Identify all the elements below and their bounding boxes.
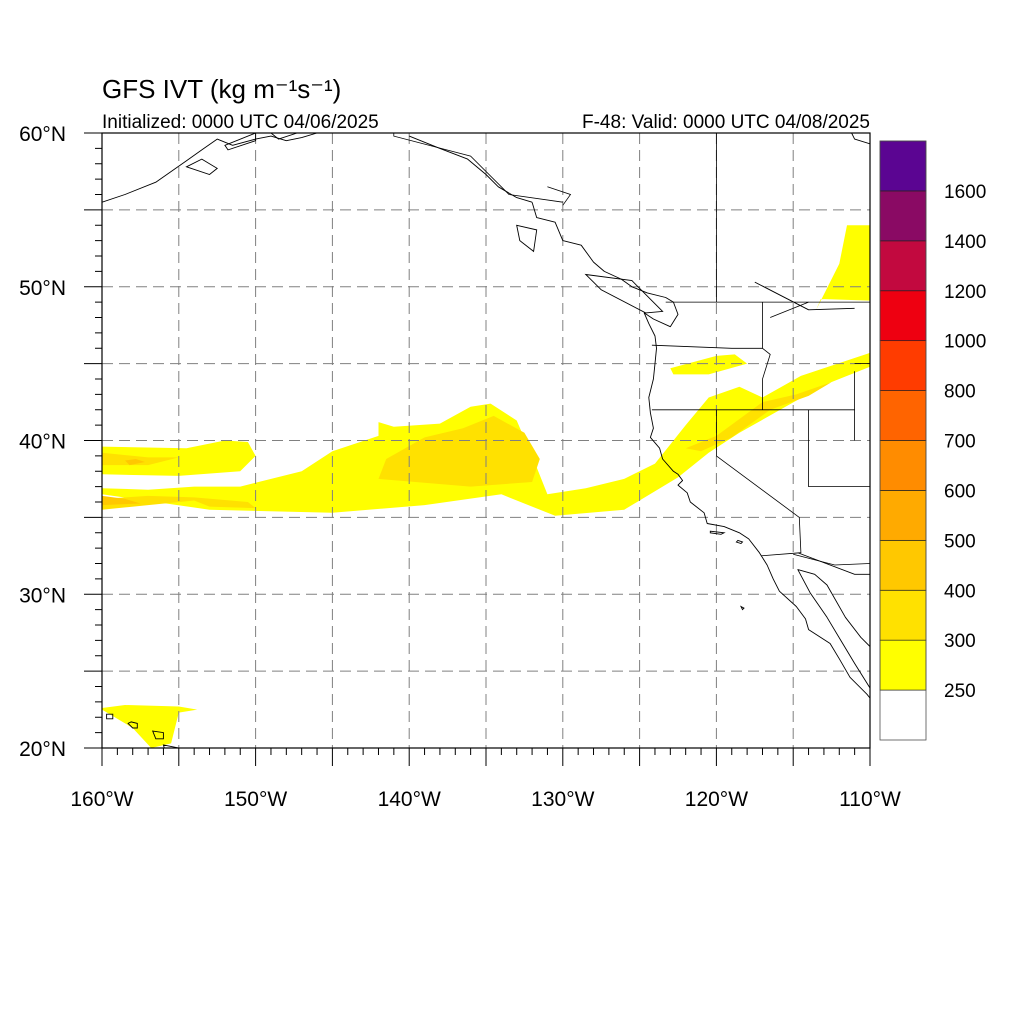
lat-label: 30°N <box>19 584 66 607</box>
island <box>584 273 664 314</box>
island <box>162 744 180 748</box>
map-title: GFS IVT (kg m⁻¹s⁻¹) <box>102 74 341 104</box>
colorbar-label: 400 <box>944 581 976 602</box>
border-line <box>770 301 809 318</box>
colorbar-label: 250 <box>944 681 976 702</box>
island <box>106 713 114 720</box>
ivt-region-250 <box>670 354 748 375</box>
ivt-region-300 <box>102 495 256 510</box>
ivt-region-300 <box>685 382 832 452</box>
ivt-region-400 <box>125 459 145 466</box>
island <box>151 730 164 740</box>
lat-label: 60°N <box>19 123 66 146</box>
island <box>739 605 745 611</box>
coastlines <box>102 133 870 748</box>
colorbar-box <box>879 140 927 192</box>
lon-label: 140°W <box>378 788 441 811</box>
colorbar-label: 700 <box>944 432 976 453</box>
colorbar-box <box>879 440 927 491</box>
border-line <box>808 409 870 488</box>
plot-area <box>102 133 870 748</box>
initialized-label: Initialized: 0000 UTC 04/06/2025 <box>102 112 379 133</box>
island <box>185 158 218 176</box>
colorbar-box <box>879 240 927 292</box>
ivt-region-250 <box>102 705 198 748</box>
coastline <box>270 133 298 140</box>
border-line <box>547 186 572 206</box>
lon-label: 120°W <box>685 788 748 811</box>
colorbar-label: 300 <box>944 631 976 652</box>
coastline <box>797 569 870 689</box>
ivt-region-300 <box>102 452 179 466</box>
ivt-region-250 <box>816 225 870 310</box>
colorbar-box <box>879 290 927 342</box>
ivt-region-400 <box>102 495 141 506</box>
island <box>516 224 538 253</box>
colorbar-box <box>879 190 927 242</box>
coastline <box>531 202 870 699</box>
colorbar-label: 500 <box>944 531 976 552</box>
coastline <box>102 133 318 203</box>
colorbar: 250 300 400 500 600 700 800 1000 1200 1400 1600 <box>879 140 986 741</box>
lat-label: 50°N <box>19 277 66 300</box>
graticule <box>102 133 870 748</box>
island <box>127 721 138 729</box>
border-line <box>793 553 870 566</box>
coastline <box>851 133 870 145</box>
lat-label: 20°N <box>19 738 66 761</box>
longitude-labels: 160°W 150°W 140°W 130°W 120°W 110°W <box>70 788 901 811</box>
island <box>709 530 726 535</box>
island <box>224 133 257 151</box>
colorbar-label: 1600 <box>944 182 986 203</box>
valid-time-label: F-48: Valid: 0000 UTC 04/08/2025 <box>582 112 870 133</box>
colorbar-box <box>879 589 927 641</box>
lat-label: 40°N <box>19 431 66 454</box>
lon-label: 130°W <box>531 788 594 811</box>
colorbar-box <box>879 639 927 691</box>
colorbar-box <box>879 490 927 541</box>
colorbar-label: 1000 <box>944 332 986 353</box>
colorbar-box <box>879 340 927 391</box>
colorbar-label: 1400 <box>944 232 986 253</box>
colorbar-label: 600 <box>944 481 976 502</box>
latitude-labels: 20°N 30°N 40°N 50°N 60°N <box>19 123 66 761</box>
colorbar-box <box>879 539 927 591</box>
axis-ticks <box>84 132 871 766</box>
border-line <box>797 552 870 575</box>
island <box>735 539 744 545</box>
coastline <box>754 281 855 311</box>
political-borders <box>393 133 870 575</box>
ivt-shading <box>102 225 870 748</box>
colorbar-box <box>879 689 927 741</box>
border-line <box>762 302 771 410</box>
border-line <box>716 409 802 557</box>
colorbar-label: 800 <box>944 382 976 403</box>
lon-label: 110°W <box>839 788 901 811</box>
lon-label: 160°W <box>70 788 133 811</box>
border-line <box>393 133 563 203</box>
colorbar-box <box>879 390 927 441</box>
border-line <box>651 344 763 349</box>
ivt-region-300 <box>378 415 540 487</box>
colorbar-frame <box>879 140 927 741</box>
lon-label: 150°W <box>224 788 287 811</box>
colorbar-label: 1200 <box>944 282 986 303</box>
